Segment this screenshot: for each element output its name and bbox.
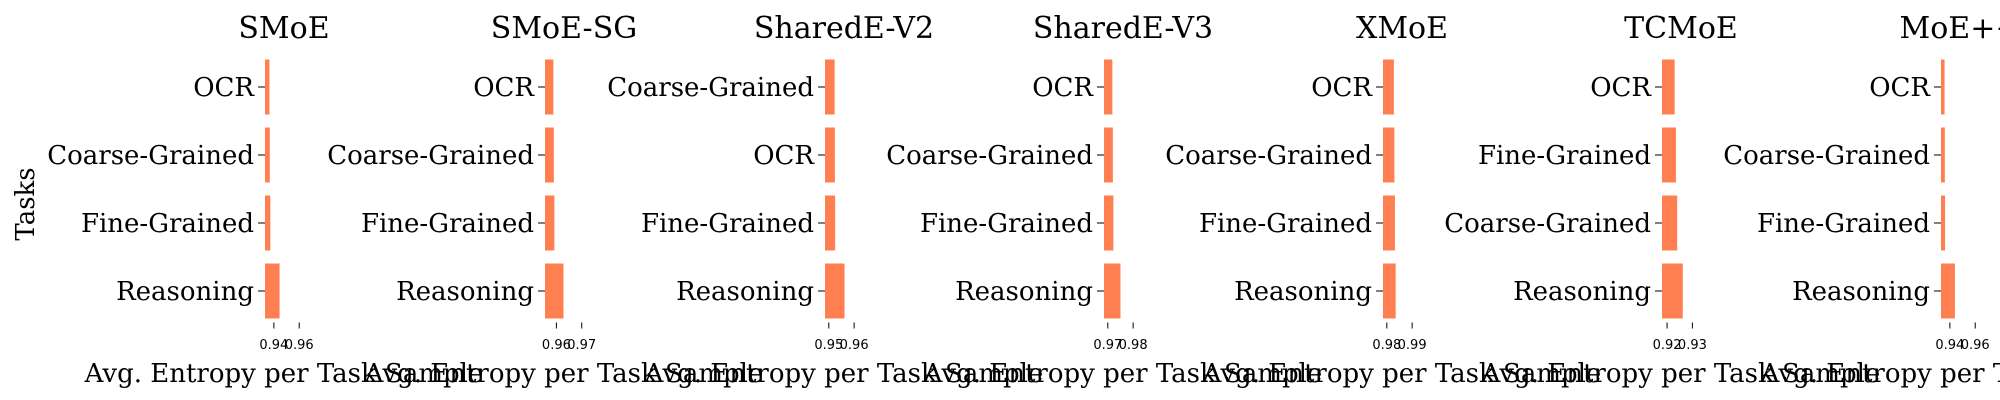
category-label: Coarse-Grained [47,141,254,171]
bar [1941,263,1955,319]
bar [545,127,554,183]
category-label: Coarse-Grained [886,141,1093,171]
category-label: Reasoning [955,277,1093,307]
x-tick-label: 0.96 [1961,338,1990,353]
bar [1383,59,1394,115]
bar [1104,195,1114,251]
category-label: Coarse-Grained [1723,141,1930,171]
panel-2: SMoE-SG OCR Coarse-Grained Fine-Grained Reas… [327,11,763,389]
bar [545,195,555,251]
category-label: Reasoning [396,277,534,307]
bar [1662,195,1678,251]
category-label: OCR [1032,73,1094,103]
panel-1: SMoE OCR Coarse-Grained Fine-Grained Reasoni… [47,11,483,389]
panel-7: MoE++ OCR Coarse-Grained Fine-Grained Reason… [1723,11,2000,389]
bar [1941,195,1946,251]
category-label: Reasoning [1513,277,1651,307]
panel-title: XMoE [1356,11,1448,46]
x-axis-label: Avg. Entropy per Task Sample [84,359,484,389]
bar [1383,263,1396,319]
category-label: OCR [473,73,535,103]
panel-title: SharedE-V3 [1033,11,1213,46]
x-axis-label: Avg. Entropy per Task Sample [644,359,1044,389]
panel-title: TCMoE [1624,11,1738,46]
bar [265,59,270,115]
bar [265,195,271,251]
category-label: Fine-Grained [1199,209,1372,239]
x-tick-label: 0.96 [840,338,869,353]
panel-4: SharedE-V3 OCR Coarse-Grained Fine-Grained R… [886,11,1322,389]
category-label: Coarse-Grained [327,141,534,171]
bar [825,59,835,115]
bar [825,195,836,251]
category-label: Coarse-Grained [1165,141,1372,171]
category-label: Coarse-Grained [607,73,814,103]
category-label: OCR [753,141,815,171]
x-tick-label: 0.98 [1372,338,1401,353]
x-tick-label: 0.96 [285,338,314,353]
category-label: Reasoning [116,277,254,307]
category-label: Coarse-Grained [1444,209,1651,239]
bar [265,127,270,183]
x-tick-label: 0.97 [567,338,596,353]
x-axis-label: Avg. Entropy per Task Sample [1760,359,2000,389]
category-label: OCR [1590,73,1652,103]
x-tick-label: 0.98 [1119,338,1148,353]
x-axis-label: Avg. Entropy per Task Sample [364,359,764,389]
bar [1104,127,1113,183]
category-label: OCR [1869,73,1931,103]
x-axis-label: Avg. Entropy per Task Sample [1202,359,1602,389]
bar [1662,59,1675,115]
category-label: Fine-Grained [920,209,1093,239]
x-tick-label: 0.99 [1398,338,1427,353]
bar [1662,127,1676,183]
bar [825,263,845,319]
panel-6: TCMoE OCR Fine-Grained Coarse-Grained Reason… [1444,11,1880,389]
chart-panels: SMoE OCR Coarse-Grained Fine-Grained Reasoni… [47,11,2000,389]
x-tick-label: 0.96 [542,338,571,353]
x-axis-label: Avg. Entropy per Task Sample [1481,359,1881,389]
shared-y-axis-label: Tasks [11,167,41,240]
bar [1104,263,1121,319]
panel-title: SMoE [238,11,329,46]
x-tick-label: 0.94 [259,338,288,353]
category-label: OCR [193,73,255,103]
x-tick-label: 0.97 [1093,338,1122,353]
category-label: Reasoning [1234,277,1372,307]
category-label: Reasoning [1792,277,1930,307]
x-tick-label: 0.95 [814,338,843,353]
panel-title: MoE++ [1900,11,2000,46]
category-label: Fine-Grained [81,209,254,239]
bar [265,263,280,319]
x-tick-label: 0.94 [1935,338,1964,353]
bar [545,263,564,319]
category-label: OCR [1311,73,1373,103]
panel-title: SMoE-SG [491,11,637,46]
category-label: Fine-Grained [641,209,814,239]
category-label: Reasoning [676,277,814,307]
panel-title: SharedE-V2 [754,11,934,46]
category-label: Fine-Grained [1478,141,1651,171]
bar [1941,59,1945,115]
bar [1941,127,1945,183]
category-label: Fine-Grained [361,209,534,239]
bar [825,127,835,183]
bar [1383,127,1395,183]
bar [1383,195,1395,251]
panel-3: SharedE-V2 Coarse-Grained OCR Fine-Grained R… [607,11,1043,389]
bar [1662,263,1683,319]
panel-5: XMoE OCR Coarse-Grained Fine-Grained Reasoni… [1165,11,1601,389]
bar [545,59,554,115]
x-axis-label: Avg. Entropy per Task Sample [923,359,1323,389]
x-tick-label: 0.92 [1653,338,1682,353]
x-tick-label: 0.93 [1678,338,1707,353]
category-label: Fine-Grained [1757,209,1930,239]
bar [1104,59,1113,115]
